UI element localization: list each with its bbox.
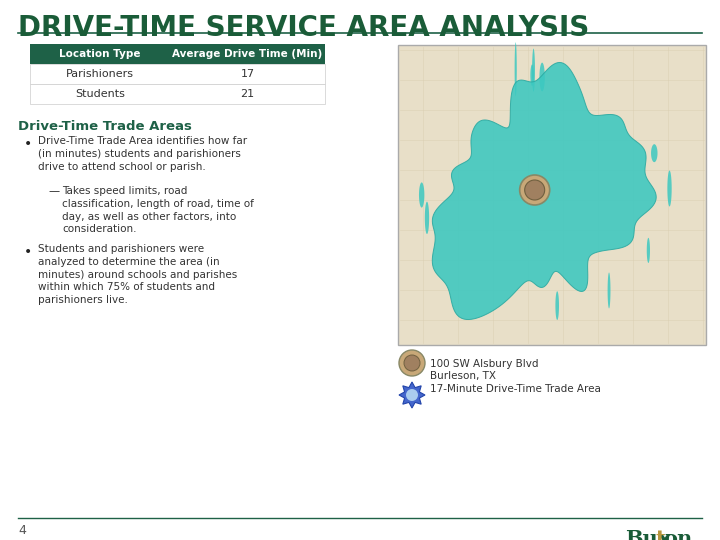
Polygon shape	[651, 144, 657, 162]
Text: 17-Minute Drive-Time Trade Area: 17-Minute Drive-Time Trade Area	[430, 384, 601, 394]
FancyBboxPatch shape	[30, 84, 325, 104]
Text: Drive-Time Trade Area identifies how far
(in minutes) students and parishioners
: Drive-Time Trade Area identifies how far…	[38, 136, 247, 172]
Polygon shape	[539, 63, 545, 91]
Circle shape	[525, 180, 545, 200]
Text: Location Type: Location Type	[59, 49, 140, 59]
Polygon shape	[667, 171, 672, 206]
Polygon shape	[531, 64, 534, 86]
Polygon shape	[432, 63, 656, 320]
Text: t: t	[655, 529, 665, 540]
Polygon shape	[647, 238, 650, 263]
Text: 21: 21	[240, 89, 255, 99]
Text: •: •	[24, 137, 32, 151]
Text: on: on	[663, 529, 692, 540]
Text: Parishioners: Parishioners	[66, 69, 134, 79]
FancyBboxPatch shape	[30, 64, 325, 84]
Text: 4: 4	[18, 524, 26, 537]
Text: DRIVE-TIME SERVICE AREA ANALYSIS: DRIVE-TIME SERVICE AREA ANALYSIS	[18, 14, 589, 42]
Polygon shape	[419, 183, 424, 207]
Polygon shape	[555, 291, 559, 320]
Polygon shape	[608, 273, 611, 308]
Circle shape	[399, 350, 425, 376]
Polygon shape	[532, 49, 535, 92]
FancyBboxPatch shape	[398, 45, 706, 345]
Text: Takes speed limits, road
classification, length of road, time of
day, as well as: Takes speed limits, road classification,…	[62, 186, 254, 234]
Text: Students and parishioners were
analyzed to determine the area (in
minutes) aroun: Students and parishioners were analyzed …	[38, 244, 238, 305]
Text: 100 SW Alsbury Blvd
Burleson, TX: 100 SW Alsbury Blvd Burleson, TX	[430, 359, 539, 381]
Polygon shape	[425, 201, 429, 234]
Text: —: —	[48, 186, 59, 196]
Text: Students: Students	[75, 89, 125, 99]
Text: Bux: Bux	[625, 529, 670, 540]
Text: 17: 17	[240, 69, 255, 79]
Circle shape	[404, 355, 420, 371]
FancyBboxPatch shape	[30, 44, 325, 64]
Polygon shape	[515, 42, 517, 96]
Circle shape	[406, 389, 418, 401]
Text: •: •	[24, 245, 32, 259]
Circle shape	[520, 175, 549, 205]
Polygon shape	[399, 382, 425, 408]
Text: Average Drive Time (Min): Average Drive Time (Min)	[172, 49, 323, 59]
Text: Drive-Time Trade Areas: Drive-Time Trade Areas	[18, 120, 192, 133]
